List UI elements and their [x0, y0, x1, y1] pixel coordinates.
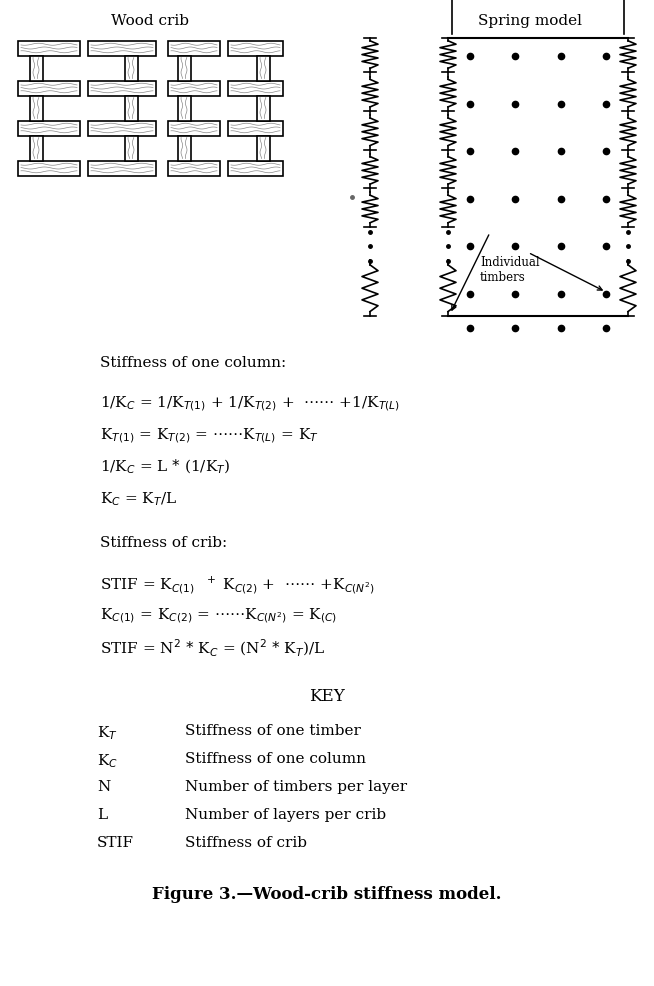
Polygon shape	[168, 81, 220, 96]
Polygon shape	[228, 120, 283, 135]
Text: Individual
timbers: Individual timbers	[480, 256, 540, 284]
Polygon shape	[18, 81, 80, 96]
Text: Stiffness of one column:: Stiffness of one column:	[100, 356, 286, 370]
Polygon shape	[29, 55, 43, 81]
Polygon shape	[228, 81, 283, 96]
Polygon shape	[88, 81, 156, 96]
Text: 1/K$_C$ = L $*$ (1/K$_T$): 1/K$_C$ = L $*$ (1/K$_T$)	[100, 458, 230, 476]
Polygon shape	[124, 135, 137, 161]
Polygon shape	[18, 40, 80, 55]
Text: Wood crib: Wood crib	[111, 14, 189, 28]
Polygon shape	[228, 40, 283, 55]
Text: K$_C$ = K$_T$/L: K$_C$ = K$_T$/L	[100, 490, 177, 508]
Polygon shape	[256, 135, 269, 161]
Polygon shape	[88, 40, 156, 55]
Polygon shape	[29, 135, 43, 161]
Text: K$_{C(1)}$ = K$_{C(2)}$ = $\cdots\cdots$K$_{C(N^2)}$ = K$_{(C)}$: K$_{C(1)}$ = K$_{C(2)}$ = $\cdots\cdots$…	[100, 606, 337, 624]
Polygon shape	[228, 161, 283, 176]
Text: STIF = K$_{C(1)}$  $^+$ K$_{C(2)}$ +  $\cdots\cdots$ +K$_{C(N^2)}$: STIF = K$_{C(1)}$ $^+$ K$_{C(2)}$ + $\cd…	[100, 574, 375, 595]
Text: KEY: KEY	[309, 688, 345, 705]
Text: Stiffness of one timber: Stiffness of one timber	[185, 724, 361, 738]
Text: K$_T$: K$_T$	[97, 724, 118, 741]
Polygon shape	[88, 120, 156, 135]
Polygon shape	[168, 161, 220, 176]
Text: Stiffness of crib:: Stiffness of crib:	[100, 536, 227, 550]
Text: Stiffness of crib: Stiffness of crib	[185, 836, 307, 850]
Text: STIF: STIF	[97, 836, 134, 850]
Polygon shape	[256, 96, 269, 120]
Text: Number of layers per crib: Number of layers per crib	[185, 808, 386, 822]
Polygon shape	[29, 96, 43, 120]
Text: 1/K$_C$ = 1/K$_{T(1)}$ + 1/K$_{T(2)}$ +  $\cdots\cdots$ +1/K$_{T(L)}$: 1/K$_C$ = 1/K$_{T(1)}$ + 1/K$_{T(2)}$ + …	[100, 394, 400, 412]
Text: K$_{T(1)}$ = K$_{T(2)}$ = $\cdots\cdots$K$_{T(L)}$ = K$_T$: K$_{T(1)}$ = K$_{T(2)}$ = $\cdots\cdots$…	[100, 426, 318, 445]
Polygon shape	[256, 55, 269, 81]
Polygon shape	[124, 55, 137, 81]
Text: STIF = N$^2$ $*$ K$_C$ = (N$^2$ $*$ K$_T$)/L: STIF = N$^2$ $*$ K$_C$ = (N$^2$ $*$ K$_T…	[100, 638, 325, 659]
Polygon shape	[88, 161, 156, 176]
Text: K$_C$: K$_C$	[97, 752, 118, 770]
Text: Figure 3.—Wood-crib stiffness model.: Figure 3.—Wood-crib stiffness model.	[152, 886, 502, 903]
Polygon shape	[18, 120, 80, 135]
Text: Stiffness of one column: Stiffness of one column	[185, 752, 366, 766]
Text: L: L	[97, 808, 107, 822]
Polygon shape	[177, 96, 190, 120]
Polygon shape	[177, 135, 190, 161]
Polygon shape	[177, 55, 190, 81]
Polygon shape	[18, 161, 80, 176]
Polygon shape	[168, 40, 220, 55]
Text: Number of timbers per layer: Number of timbers per layer	[185, 780, 407, 794]
Text: N: N	[97, 780, 111, 794]
Polygon shape	[124, 96, 137, 120]
Polygon shape	[168, 120, 220, 135]
Text: Spring model: Spring model	[478, 14, 582, 28]
